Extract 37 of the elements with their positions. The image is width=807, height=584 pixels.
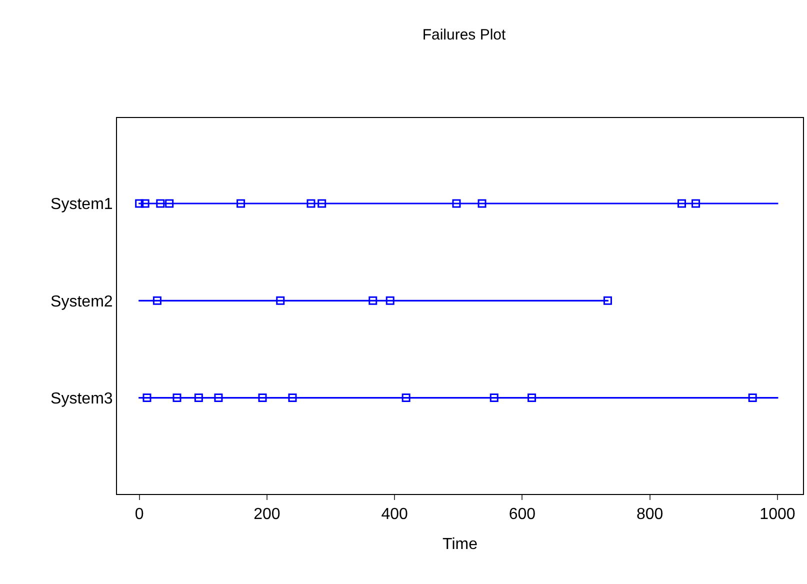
y-tick-label: System2 [50,293,113,310]
x-tick-label: 600 [508,506,536,524]
point [318,199,326,208]
x-tick-label: 400 [381,506,408,524]
point [748,394,757,402]
point [368,296,378,305]
point [156,199,165,208]
point [603,296,612,305]
point [490,394,498,402]
y-tick-label: System3 [50,390,113,408]
point [678,199,686,208]
y-tick-label: System1 [50,196,113,214]
point [288,394,297,402]
point [528,394,536,402]
x-tick-label: 800 [636,506,664,524]
point [152,296,162,305]
point [140,199,150,208]
point [135,199,144,208]
point [276,296,285,305]
point [258,394,267,402]
point [386,296,394,305]
point [165,199,174,208]
point [306,199,316,208]
point [142,394,152,402]
chart-title: Failures Plot [422,26,507,44]
point [402,394,410,402]
point [478,199,486,208]
x-tick-label: 0 [134,506,144,524]
point [194,394,203,402]
point [172,394,182,402]
point [236,199,246,208]
x-axis-title: Time [442,536,478,553]
x-tick-label: 1000 [760,506,796,524]
x-tick-label: 200 [254,506,280,524]
point [452,199,461,208]
point [214,394,223,402]
point [692,199,700,208]
